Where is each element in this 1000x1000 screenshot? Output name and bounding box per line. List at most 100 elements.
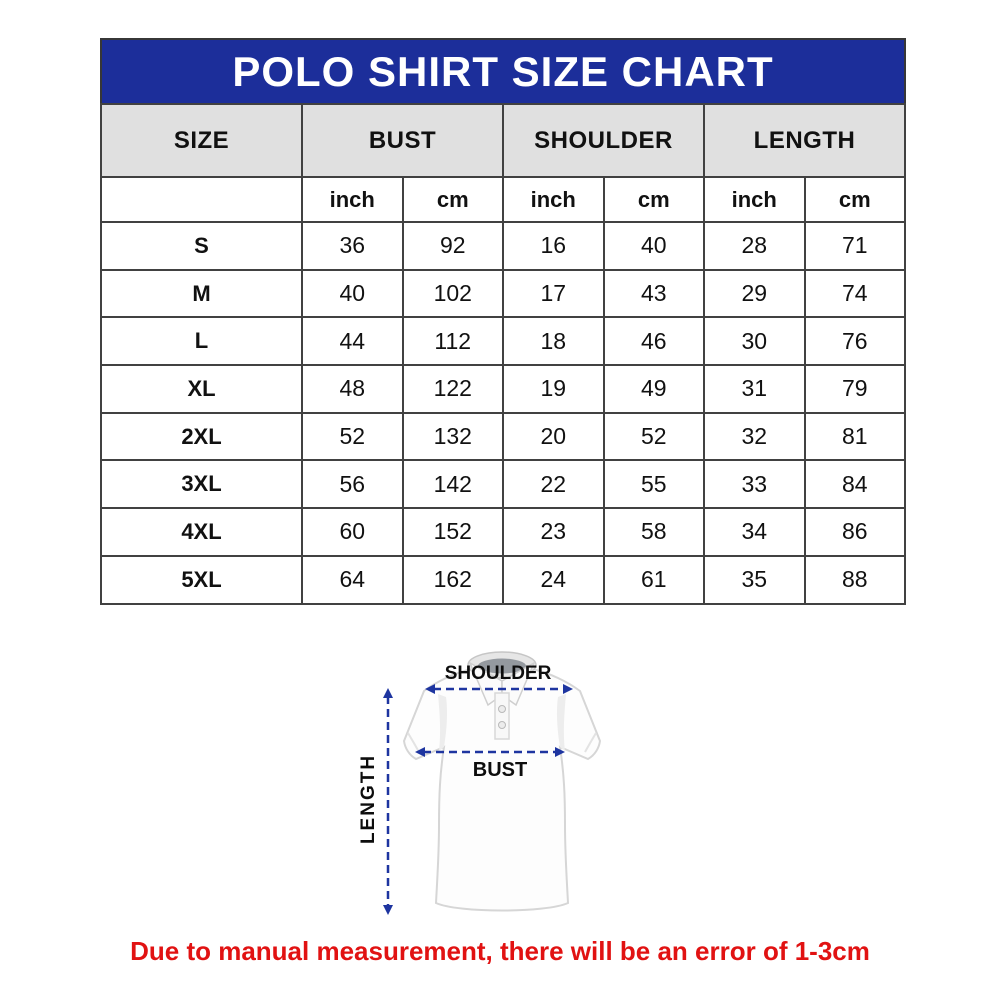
unit-header-shoulder-inch: inch: [502, 176, 605, 223]
cell-value: 34: [703, 507, 806, 557]
cell-value: 88: [803, 554, 906, 605]
unit-header-length-cm: cm: [803, 176, 906, 223]
cell-value: 55: [602, 459, 705, 510]
size-chart-sheet: POLO SHIRT SIZE CHART SIZE BUST SHOULDER…: [100, 38, 906, 605]
size-label: 3XL: [100, 459, 303, 510]
cell-value: 92: [401, 221, 504, 271]
cell-value: 71: [803, 221, 906, 271]
table-row-2xl: 2XL 52 132 20 52 32 81: [100, 411, 906, 462]
button-top: [498, 705, 506, 713]
bust-arrowhead-left-icon: [415, 747, 425, 757]
cell-value: 60: [301, 507, 404, 557]
unit-header-bust-inch: inch: [301, 176, 404, 223]
cell-value: 64: [301, 554, 404, 605]
size-label: XL: [100, 364, 303, 414]
cell-value: 44: [301, 316, 404, 367]
polo-shirt-illustration: SHOULDER BUST LENGTH: [358, 651, 602, 915]
cell-value: 79: [803, 364, 906, 414]
cell-value: 17: [502, 268, 605, 319]
col-header-bust: BUST: [301, 103, 504, 178]
table-row-m: M 40 102 17 43 29 74: [100, 268, 906, 319]
size-label: 2XL: [100, 411, 303, 462]
table-row-s: S 36 92 16 40 28 71: [100, 221, 906, 271]
length-label: LENGTH: [358, 754, 379, 844]
cell-value: 152: [401, 507, 504, 557]
cuff-seam-right: [584, 732, 597, 753]
cell-value: 74: [803, 268, 906, 319]
size-label: L: [100, 316, 303, 367]
cell-value: 30: [703, 316, 806, 367]
measurement-diagram: SHOULDER BUST LENGTH: [340, 635, 640, 935]
table-row-xl: XL 48 122 19 49 31 79: [100, 364, 906, 414]
unit-header-bust-cm: cm: [401, 176, 504, 223]
cell-value: 46: [602, 316, 705, 367]
cell-value: 76: [803, 316, 906, 367]
table-row-3xl: 3XL 56 142 22 55 33 84: [100, 459, 906, 510]
cell-value: 33: [703, 459, 806, 510]
shirt-body: [402, 667, 602, 912]
cell-value: 35: [703, 554, 806, 605]
cell-value: 162: [401, 554, 504, 605]
shirt-shading-left: [438, 694, 448, 751]
unit-header-row: inch cm inch cm inch cm: [100, 176, 906, 223]
cell-value: 86: [803, 507, 906, 557]
cell-value: 132: [401, 411, 504, 462]
table-row-5xl: 5XL 64 162 24 61 35 88: [100, 554, 906, 605]
shirt-shading-right: [556, 694, 566, 751]
cell-value: 102: [401, 268, 504, 319]
unit-header-shoulder-cm: cm: [602, 176, 705, 223]
unit-header-length-inch: inch: [703, 176, 806, 223]
chart-title: POLO SHIRT SIZE CHART: [100, 38, 906, 103]
size-label: 4XL: [100, 507, 303, 557]
length-arrowhead-top-icon: [383, 688, 393, 698]
button-bottom: [498, 721, 506, 729]
table-row-l: L 44 112 18 46 30 76: [100, 316, 906, 367]
cell-value: 56: [301, 459, 404, 510]
col-header-size: SIZE: [100, 103, 303, 178]
cell-value: 18: [502, 316, 605, 367]
cell-value: 40: [602, 221, 705, 271]
unit-header-empty: [100, 176, 303, 223]
length-arrowhead-bottom-icon: [383, 905, 393, 915]
cell-value: 61: [602, 554, 705, 605]
cell-value: 36: [301, 221, 404, 271]
bust-label: BUST: [473, 759, 527, 781]
cell-value: 81: [803, 411, 906, 462]
col-header-length: LENGTH: [703, 103, 906, 178]
size-label: M: [100, 268, 303, 319]
cell-value: 48: [301, 364, 404, 414]
cell-value: 43: [602, 268, 705, 319]
cell-value: 40: [301, 268, 404, 319]
shoulder-label: SHOULDER: [445, 663, 552, 684]
measurement-disclaimer: Due to manual measurement, there will be…: [130, 936, 870, 966]
bust-arrowhead-right-icon: [555, 747, 565, 757]
group-header-row: SIZE BUST SHOULDER LENGTH: [100, 103, 906, 178]
cell-value: 29: [703, 268, 806, 319]
cell-value: 84: [803, 459, 906, 510]
cell-value: 32: [703, 411, 806, 462]
size-table: SIZE BUST SHOULDER LENGTH inch cm inch c…: [100, 103, 906, 605]
size-label: S: [100, 221, 303, 271]
table-row-4xl: 4XL 60 152 23 58 34 86: [100, 507, 906, 557]
cell-value: 19: [502, 364, 605, 414]
cell-value: 16: [502, 221, 605, 271]
shoulder-arrowhead-left-icon: [425, 684, 435, 694]
col-header-shoulder: SHOULDER: [502, 103, 705, 178]
cell-value: 142: [401, 459, 504, 510]
cell-value: 24: [502, 554, 605, 605]
cell-value: 112: [401, 316, 504, 367]
cell-value: 58: [602, 507, 705, 557]
placket: [494, 692, 510, 740]
cell-value: 22: [502, 459, 605, 510]
cell-value: 49: [602, 364, 705, 414]
cell-value: 122: [401, 364, 504, 414]
cell-value: 52: [301, 411, 404, 462]
cell-value: 20: [502, 411, 605, 462]
cell-value: 28: [703, 221, 806, 271]
cell-value: 52: [602, 411, 705, 462]
collar-opening: [478, 658, 526, 674]
shoulder-arrowhead-right-icon: [563, 684, 573, 694]
cell-value: 31: [703, 364, 806, 414]
cell-value: 23: [502, 507, 605, 557]
size-label: 5XL: [100, 554, 303, 605]
